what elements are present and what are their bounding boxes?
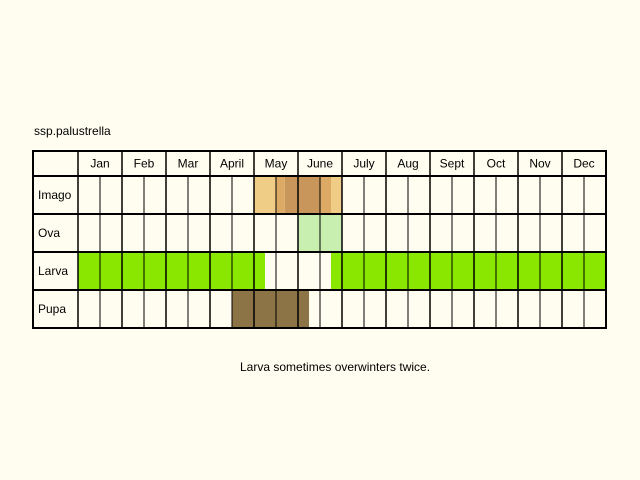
subspecies-title: ssp.palustrella xyxy=(34,124,111,138)
month-header: Dec xyxy=(573,157,594,171)
imago-period-bar xyxy=(254,176,276,214)
imago-period-bar xyxy=(284,176,298,214)
overwinter-note: Larva sometimes overwinters twice. xyxy=(240,360,431,374)
month-header: Feb xyxy=(134,157,155,171)
month-header: Sept xyxy=(440,157,465,171)
imago-period-bar xyxy=(276,176,285,214)
month-header: Oct xyxy=(487,157,506,171)
stage-label-pupa: Pupa xyxy=(38,302,66,316)
month-header: May xyxy=(265,157,288,171)
stage-label-ova: Ova xyxy=(38,226,60,240)
larva-period-bar xyxy=(331,252,342,290)
month-header: June xyxy=(307,157,333,171)
imago-period-bar xyxy=(331,176,342,214)
month-header: April xyxy=(220,157,244,171)
month-header: Jan xyxy=(90,157,109,171)
month-header: Aug xyxy=(397,157,418,171)
imago-period-bar xyxy=(320,176,331,214)
pupa-period-bar xyxy=(298,290,309,328)
imago-period-bar xyxy=(298,176,320,214)
month-header: Mar xyxy=(178,157,199,171)
month-header: July xyxy=(353,157,374,171)
month-header: Nov xyxy=(529,157,550,171)
stage-label-imago: Imago xyxy=(38,188,72,202)
stage-label-larva: Larva xyxy=(38,264,68,278)
pupa-period-bar xyxy=(232,290,254,328)
larva-period-bar xyxy=(254,252,265,290)
calendar-border xyxy=(32,150,607,329)
